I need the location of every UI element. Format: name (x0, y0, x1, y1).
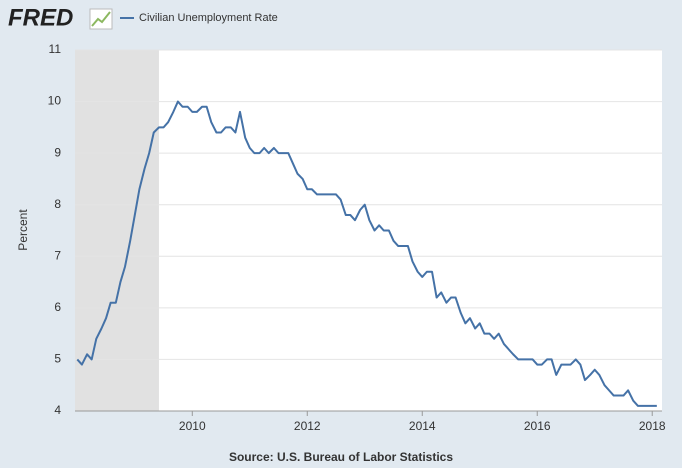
legend-label: Civilian Unemployment Rate (139, 12, 278, 24)
y-tick-label: 4 (54, 403, 61, 417)
plot-area (75, 50, 662, 411)
x-tick-label: 2014 (409, 419, 436, 433)
recession-shade (75, 50, 159, 411)
y-tick-label: 5 (54, 352, 61, 366)
x-tick-label: 2012 (294, 419, 321, 433)
y-tick-label: 9 (54, 145, 61, 159)
series-line (76, 100, 657, 407)
y-tick-label: 8 (54, 197, 61, 211)
logo: FRED (8, 4, 73, 31)
source: Source: U.S. Bureau of Labor Statistics (229, 450, 453, 464)
x-tick-label: 2016 (524, 419, 551, 433)
x-tick-label: 2018 (639, 419, 666, 433)
y-tick-label: 11 (49, 42, 62, 56)
y-tick-label: 10 (48, 94, 62, 108)
y-tick-label: 7 (54, 248, 61, 262)
y-tick-label: 6 (54, 300, 61, 314)
x-tick-label: 2010 (179, 419, 206, 433)
y-axis-label: Percent (16, 209, 30, 251)
logo-icon (89, 8, 113, 30)
